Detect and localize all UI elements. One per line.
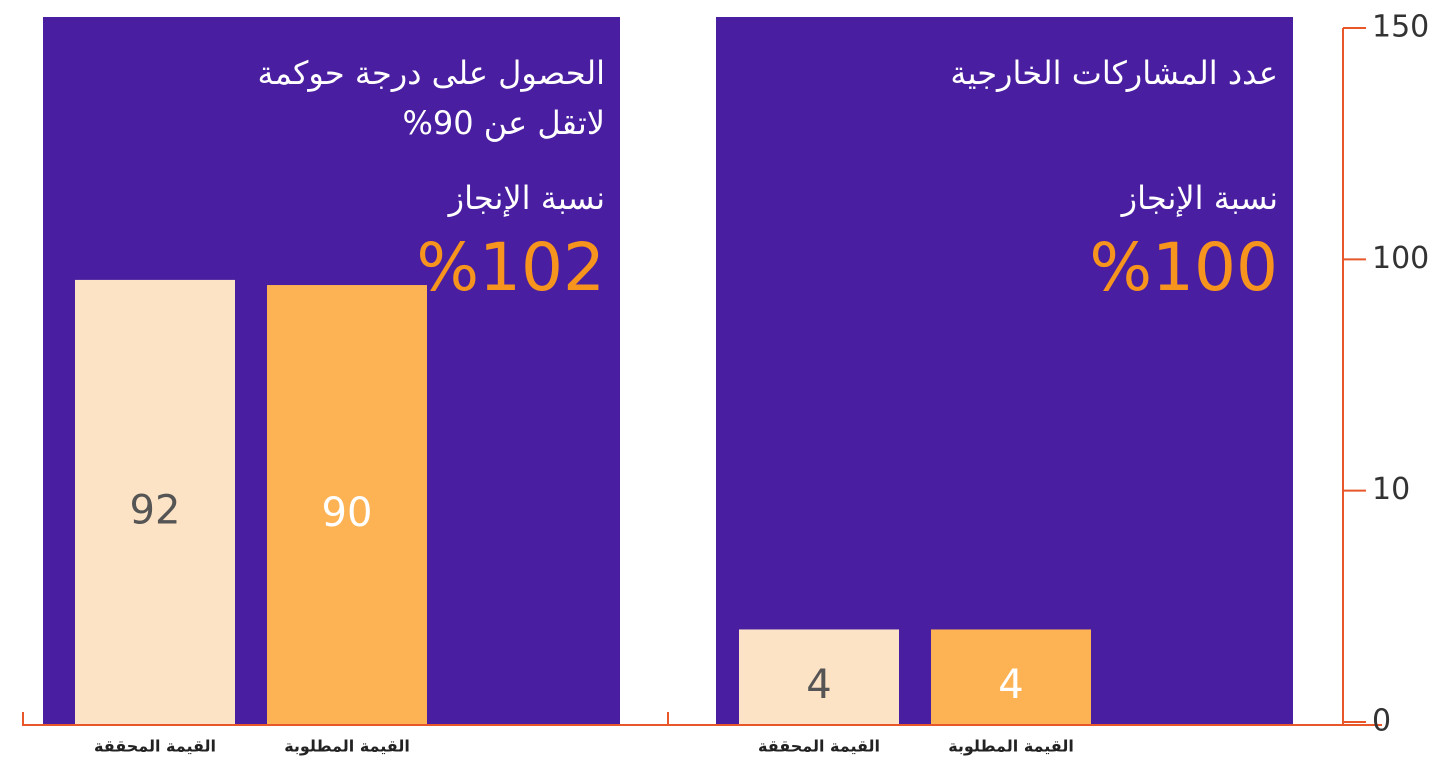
achievement-rate: %102 — [416, 229, 605, 306]
achievement-rate: %100 — [1089, 229, 1278, 306]
panel-title: عدد المشاركات الخارجية — [950, 54, 1278, 92]
y-tick-label: 10 — [1372, 472, 1410, 507]
panel-title: لاتقل عن 90% — [403, 104, 606, 142]
bar — [931, 629, 1091, 725]
y-tick-label: 0 — [1372, 704, 1391, 739]
y-tick-label: 150 — [1372, 10, 1429, 45]
subtitle: نسبة الإنجاز — [447, 179, 605, 217]
panel — [716, 17, 1293, 725]
category-label: القيمة المحققة — [758, 737, 880, 756]
value-label: 90 — [322, 490, 373, 536]
category-label: القيمة المحققة — [94, 737, 216, 756]
value-label: 4 — [998, 662, 1023, 708]
bar — [75, 279, 235, 725]
value-label: 4 — [806, 662, 831, 708]
y-tick-label: 100 — [1372, 241, 1429, 276]
category-label: القيمة المطلوبة — [284, 737, 410, 756]
category-label: القيمة المطلوبة — [948, 737, 1074, 756]
panel-title: الحصول على درجة حوكمة — [257, 54, 605, 92]
bar — [739, 629, 899, 725]
value-label: 92 — [130, 487, 181, 533]
subtitle: نسبة الإنجاز — [1120, 179, 1278, 217]
bar — [267, 285, 427, 725]
